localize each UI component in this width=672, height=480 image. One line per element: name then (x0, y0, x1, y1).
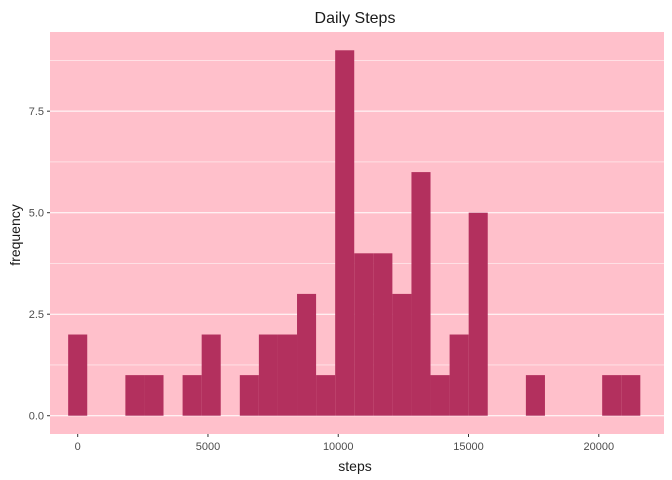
histogram-bars (68, 50, 641, 416)
histogram-bar (468, 212, 488, 416)
y-tick-label: 2.5 (29, 309, 44, 321)
histogram-bar (68, 334, 88, 416)
histogram-bar (373, 253, 393, 416)
x-tick-label: 20000 (583, 441, 614, 453)
histogram-bar (125, 375, 145, 416)
x-axis-title: steps (338, 458, 371, 474)
histogram-bar (144, 375, 164, 416)
histogram-bar (201, 334, 221, 416)
histogram-bar (297, 293, 317, 416)
x-tick-label: 0 (75, 441, 81, 453)
x-tick-label: 15000 (453, 441, 484, 453)
y-axis: 0.0 2.5 5.0 7.5 (29, 106, 50, 423)
histogram-bar (316, 375, 336, 416)
histogram-bar (182, 375, 202, 416)
histogram-bar (239, 375, 259, 416)
y-tick-label: 7.5 (29, 106, 44, 118)
histogram-bar (277, 334, 298, 416)
histogram-bar (411, 172, 431, 416)
y-tick-label: 0.0 (29, 411, 44, 423)
histogram-bar (335, 50, 355, 416)
x-tick-label: 10000 (323, 441, 354, 453)
histogram-bar (354, 253, 374, 416)
x-tick-label: 5000 (196, 441, 220, 453)
histogram-bar (621, 375, 641, 416)
histogram-bar (258, 334, 278, 416)
x-axis: 0 5000 10000 15000 20000 (75, 434, 614, 453)
chart-title: Daily Steps (315, 10, 396, 27)
histogram-bar (430, 375, 450, 416)
histogram-bar (602, 375, 622, 416)
histogram-bar (525, 375, 545, 416)
y-axis-title: frequency (7, 204, 23, 265)
histogram-bar (449, 334, 469, 416)
histogram-bar (392, 293, 412, 416)
y-tick-label: 5.0 (29, 208, 44, 220)
